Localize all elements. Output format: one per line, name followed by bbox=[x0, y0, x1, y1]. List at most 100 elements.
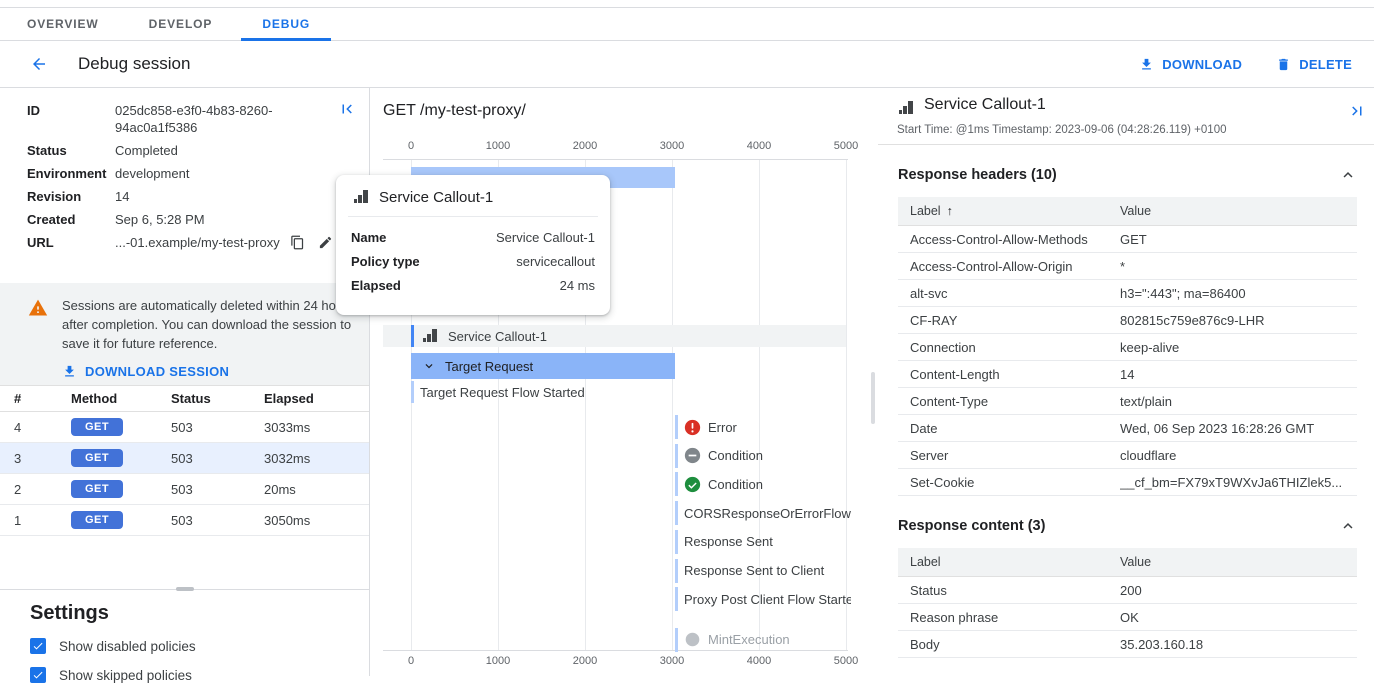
transaction-status: 503 bbox=[171, 481, 193, 497]
collapse-details-button[interactable] bbox=[1348, 102, 1366, 120]
gridline bbox=[759, 159, 760, 650]
method-badge: GET bbox=[71, 418, 123, 436]
gridline bbox=[846, 159, 847, 650]
detail-value: 14 bbox=[1120, 366, 1135, 382]
session-field-id: ID 025dc858-e3f0-4b83-8260-94ac0a1f5386 bbox=[0, 99, 369, 139]
chevron-up-icon[interactable] bbox=[1339, 517, 1357, 535]
back-arrow-icon[interactable] bbox=[30, 55, 48, 73]
transaction-row-3[interactable]: 3 GET 503 3032ms bbox=[0, 443, 369, 474]
chevron-up-icon[interactable] bbox=[1339, 166, 1357, 184]
detail-row-reason-phrase: Reason phrase OK bbox=[898, 604, 1357, 631]
axis-tick-label: 0 bbox=[407, 655, 415, 667]
detail-label: Set-Cookie bbox=[910, 474, 975, 490]
download-icon bbox=[1142, 58, 1152, 69]
field-label: Status bbox=[27, 143, 67, 158]
detail-row-body: Body 35.203.160.18 bbox=[898, 631, 1357, 658]
column-header-label[interactable]: Label ↑ bbox=[910, 204, 953, 218]
flow-step-response-sent[interactable]: Response Sent bbox=[675, 529, 851, 554]
transaction-row-1[interactable]: 1 GET 503 3050ms bbox=[0, 505, 369, 536]
transaction-row-2[interactable]: 2 GET 503 20ms bbox=[0, 474, 369, 505]
flow-step-error[interactable]: Error bbox=[675, 415, 851, 439]
timeline-flow-steps: Error Condition Condition CORSResponseOrErr… bbox=[675, 415, 853, 660]
policy-details-header: Service Callout-1 Start Time: @1ms Times… bbox=[878, 88, 1374, 145]
detail-value: 35.203.160.18 bbox=[1120, 636, 1204, 652]
transaction-row-4[interactable]: 4 GET 503 3033ms bbox=[0, 412, 369, 443]
timeline-policy-row[interactable]: Service Callout-1 bbox=[383, 325, 846, 347]
copy-icon[interactable] bbox=[290, 235, 305, 250]
transaction-elapsed: 3050ms bbox=[264, 512, 311, 528]
detail-label: Reason phrase bbox=[910, 609, 999, 625]
checkbox-checked[interactable] bbox=[30, 667, 46, 683]
condition-true-icon bbox=[684, 476, 701, 493]
download-button[interactable]: DOWNLOAD bbox=[1139, 57, 1242, 72]
field-actions bbox=[290, 234, 333, 251]
column-header-[interactable]: # bbox=[14, 391, 22, 406]
axis-tick-label: 5000 bbox=[833, 655, 859, 667]
setting-show-skipped-policies: Show skipped policies bbox=[30, 667, 349, 683]
tab-overview[interactable]: OVERVIEW bbox=[27, 17, 99, 31]
session-field-environment: Environment development bbox=[0, 162, 369, 185]
detail-label: CF-RAY bbox=[910, 312, 958, 328]
response-headers-table: Label ↑ Value Access-Control-Allow-Methods… bbox=[898, 197, 1357, 496]
flow-step-condition[interactable]: Condition bbox=[675, 472, 851, 497]
panel-resize-handle[interactable] bbox=[176, 587, 194, 591]
detail-value: 200 bbox=[1120, 582, 1142, 598]
policy-tooltip: Service Callout-1 Name Service Callout-1 P… bbox=[336, 175, 610, 315]
timeline-flow-started-row[interactable]: Target Request Flow Started bbox=[411, 381, 585, 403]
flow-step-mintexecution[interactable]: MintExecution bbox=[675, 627, 851, 652]
timeline-target-request-row[interactable]: Target Request bbox=[411, 353, 675, 379]
gridline bbox=[585, 159, 586, 650]
checkbox-checked[interactable] bbox=[30, 638, 46, 654]
field-label: Revision bbox=[27, 189, 82, 204]
detail-label: Date bbox=[910, 420, 938, 436]
section-title: Response content (3) bbox=[898, 518, 1046, 534]
flow-step-corsresponseorerrorflowexecu[interactable]: CORSResponseOrErrorFlowExecu bbox=[675, 501, 851, 526]
flow-step-condition[interactable]: Condition bbox=[675, 443, 851, 468]
detail-row-access-control-allow-origin: Access-Control-Allow-Origin * bbox=[898, 253, 1357, 280]
detail-row-cf-ray: CF-RAY 802815c759e876c9-LHR bbox=[898, 307, 1357, 334]
tab-develop[interactable]: DEVELOP bbox=[148, 17, 213, 31]
settings-section: Settings Show disabled policies Show skip… bbox=[30, 602, 349, 683]
detail-value: __cf_bm=FX79xT9WXvJa6THIZlek5... bbox=[1120, 474, 1343, 490]
tooltip-row-policy-type: Policy type servicecallout bbox=[351, 249, 595, 273]
detail-value: OK bbox=[1120, 609, 1139, 625]
vertical-scrollbar-thumb[interactable] bbox=[871, 372, 875, 424]
detail-value: h3=":443"; ma=86400 bbox=[1120, 285, 1246, 301]
detail-row-connection: Connection keep-alive bbox=[898, 334, 1357, 361]
tooltip-row-elapsed: Elapsed 24 ms bbox=[351, 273, 595, 297]
flow-step-label: Response Sent bbox=[684, 534, 773, 550]
axis-tick-label: 2000 bbox=[572, 655, 598, 667]
sort-ascending-icon: ↑ bbox=[946, 204, 953, 218]
flow-step-proxy-post-client-flow-started[interactable]: Proxy Post Client Flow Started bbox=[675, 587, 851, 612]
detail-label: alt-svc bbox=[910, 285, 948, 301]
field-value: Completed bbox=[115, 143, 178, 158]
detail-label: Body bbox=[910, 636, 940, 652]
flow-step-response-sent-to-client[interactable]: Response Sent to Client bbox=[675, 558, 851, 583]
edit-pencil-icon[interactable] bbox=[318, 235, 333, 250]
transactions-table-header: # Method Status Elapsed bbox=[0, 385, 369, 412]
transaction-number: 4 bbox=[14, 419, 22, 435]
transaction-method: GET bbox=[71, 449, 171, 467]
selection-indicator bbox=[411, 325, 414, 347]
checkbox-label: Show skipped policies bbox=[59, 667, 192, 683]
download-session-link[interactable]: DOWNLOAD SESSION bbox=[62, 362, 359, 381]
session-panel: ID 025dc858-e3f0-4b83-8260-94ac0a1f5386 St… bbox=[0, 88, 370, 683]
column-header-elapsed[interactable]: Elapsed bbox=[264, 391, 314, 406]
tab-debug[interactable]: DEBUG bbox=[237, 8, 335, 41]
column-header-status[interactable]: Status bbox=[171, 391, 211, 406]
tooltip-row-label: Elapsed bbox=[351, 277, 401, 293]
detail-label: Server bbox=[910, 447, 949, 463]
tooltip-row-label: Policy type bbox=[351, 253, 420, 269]
column-header-method[interactable]: Method bbox=[71, 391, 118, 406]
settings-title: Settings bbox=[30, 602, 109, 624]
tooltip-row-label: Name bbox=[351, 229, 387, 245]
collapse-panel-button[interactable] bbox=[338, 100, 356, 118]
tooltip-divider bbox=[348, 216, 598, 217]
delete-button[interactable]: DELETE bbox=[1276, 57, 1352, 72]
axis-tick-label: 4000 bbox=[746, 140, 772, 152]
transaction-number: 1 bbox=[14, 512, 22, 528]
chevron-down-icon bbox=[422, 359, 436, 373]
detail-row-content-type: Content-Type text/plain bbox=[898, 388, 1357, 415]
setting-show-disabled-policies: Show disabled policies bbox=[30, 638, 349, 654]
